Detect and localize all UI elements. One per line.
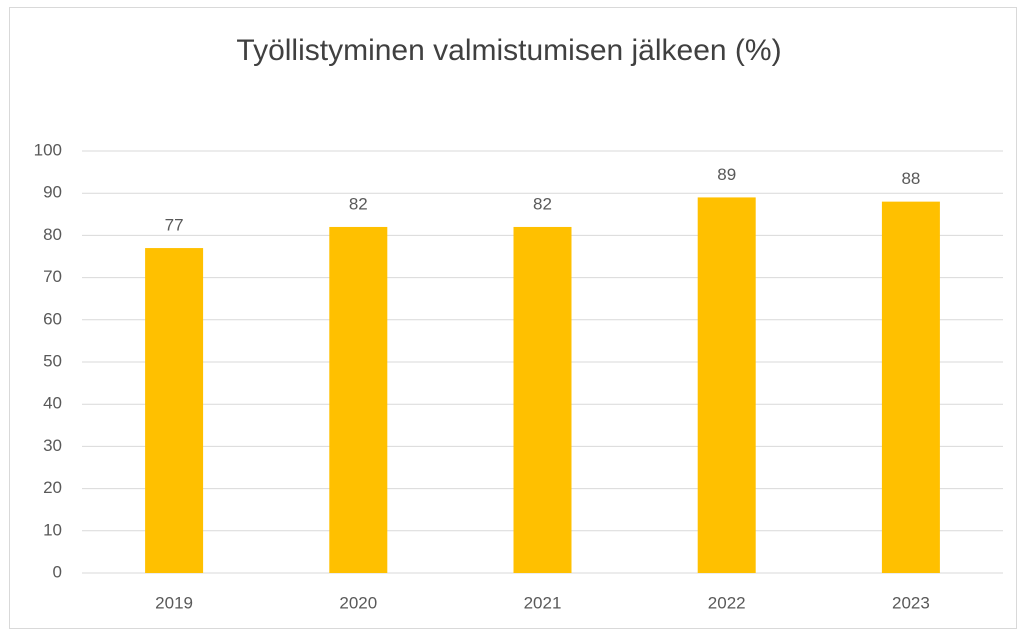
y-tick-label: 40 xyxy=(43,394,62,413)
data-label: 89 xyxy=(717,165,736,184)
x-tick-label: 2022 xyxy=(708,593,746,612)
data-label: 77 xyxy=(165,216,184,235)
bar xyxy=(881,201,940,573)
bar xyxy=(329,226,388,573)
y-tick-label: 80 xyxy=(43,225,62,244)
y-tick-label: 30 xyxy=(43,436,62,455)
x-tick-label: 2023 xyxy=(892,593,930,612)
x-tick-label: 2020 xyxy=(339,593,377,612)
y-tick-label: 90 xyxy=(43,183,62,202)
bar xyxy=(513,226,572,573)
x-tick-label: 2019 xyxy=(155,593,193,612)
x-tick-label: 2021 xyxy=(524,593,562,612)
y-tick-label: 0 xyxy=(53,562,62,581)
bar xyxy=(697,197,756,574)
data-label: 82 xyxy=(533,194,552,213)
y-tick-label: 60 xyxy=(43,309,62,328)
y-tick-label: 100 xyxy=(34,140,62,159)
y-tick-label: 70 xyxy=(43,267,62,286)
bar xyxy=(145,248,204,573)
y-tick-label: 20 xyxy=(43,478,62,497)
y-tick-label: 50 xyxy=(43,351,62,370)
data-label: 82 xyxy=(349,194,368,213)
data-label: 88 xyxy=(901,169,920,188)
y-tick-label: 10 xyxy=(43,520,62,539)
chart-title: Työllistyminen valmistumisen jälkeen (%) xyxy=(236,34,781,67)
